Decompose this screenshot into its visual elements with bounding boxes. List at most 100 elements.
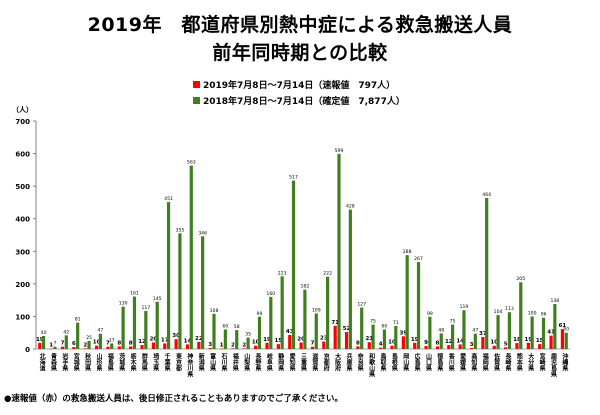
bar-2019 [310,346,315,349]
data-label-2019: 7 [61,341,65,347]
bar-2019 [38,342,42,349]
data-label-2018: 267 [414,256,423,262]
data-label-2018: 451 [164,196,173,202]
bar-2019 [49,348,53,350]
data-label-2019: 10 [252,340,260,346]
category-label: 富山県 [209,352,216,372]
data-label-2018: 60 [382,323,388,329]
category-label: 長野県 [254,352,261,372]
y-tick-label: 600 [15,151,30,159]
bar-2018 [451,324,455,349]
data-label-2019: 4 [379,342,383,348]
y-axis-unit-label: （人） [12,105,33,114]
bar-2019 [163,343,167,349]
category-label: 千葉県 [163,352,171,372]
bar-2018 [473,333,477,349]
category-label: 大分県 [527,352,534,372]
data-label-2018: 48 [438,327,444,333]
category-label: 愛知県 [288,352,295,372]
data-label-2019: 15 [536,338,544,344]
category-label: 茨城県 [118,352,125,372]
bar-2019 [538,344,542,349]
bar-2018 [519,282,523,349]
data-label-2018: 563 [187,160,196,166]
bar-2018 [235,330,239,349]
bar-2019 [481,336,485,349]
data-label-2019: 39 [400,330,408,336]
bar-2018 [462,310,466,349]
data-label-2019: 52 [343,326,351,332]
data-label-2019: 8 [436,340,440,346]
data-label-2018: 47 [472,328,478,334]
bar-2018 [291,180,296,349]
bar-2019 [379,347,383,349]
y-tick-label: 100 [15,313,30,321]
category-label: 和歌山県 [368,352,376,378]
data-label-2019: 23 [320,336,328,342]
category-label: 高知県 [470,352,477,372]
bar-2019 [504,347,508,349]
bar-2018 [394,325,398,349]
data-label-2019: 19 [411,337,419,343]
bar-2019 [424,346,428,349]
bar-2018 [178,233,182,349]
data-label-2019: 8 [117,340,121,346]
data-label-2019: 7 [106,341,110,347]
data-label-2018: 346 [198,230,207,236]
category-label: 熊本県 [515,352,522,372]
category-label: 北海道 [38,352,45,372]
bar-2018 [257,316,262,349]
data-label-2018: 160 [266,291,275,297]
legend-swatch-2018 [193,97,200,104]
bar-2018 [348,209,352,349]
data-label-2019: 1 [49,343,53,349]
bar-2018 [76,322,80,349]
data-label-2019: 2 [231,342,235,348]
category-label: 岐阜県 [265,352,272,372]
data-label-2019: 37 [479,331,487,337]
legend-swatch-2019 [193,81,200,88]
category-label: 徳島県 [436,352,444,372]
data-label-2018: 104 [494,309,503,315]
category-label: 静岡県 [277,352,284,372]
bar-2019 [72,347,76,349]
data-label-2019: 8 [129,340,133,346]
category-label: 愛媛県 [459,352,467,372]
bar-2019 [254,345,258,349]
data-label-2018: 119 [460,304,469,310]
data-label-2018: 145 [153,296,162,302]
category-label: 山梨県 [243,352,251,372]
bar-2018 [360,307,364,349]
bar-2018 [496,315,500,349]
bar-2018 [530,316,534,349]
data-label-2018: 42 [63,329,69,335]
bar-2019 [197,341,201,349]
data-label-2018: 75 [450,319,456,325]
data-label-2018: 99 [427,311,433,317]
data-label-2018: 428 [346,204,355,210]
bar-2019 [265,342,269,349]
data-label-2019: 5 [504,341,508,347]
bar-2019 [94,345,99,349]
data-label-2018: 127 [357,302,366,308]
data-label-2018: 7 [53,341,56,347]
data-label-2019: 10 [93,340,101,346]
data-label-2019: 20 [297,336,305,342]
bar-2018 [485,197,489,349]
category-label: 鳥取県 [379,352,386,372]
data-label-2019: 1 [220,343,224,349]
data-label-2018: 96 [541,312,547,318]
data-label-2019: 19 [36,337,44,343]
bar-2019 [435,346,440,349]
bar-2018 [314,313,318,349]
bar-2019 [413,342,417,349]
y-tick-label: 300 [15,248,30,256]
data-label-2019: 15 [275,338,283,344]
data-label-2018: 25 [86,335,92,341]
bar-2019 [367,342,371,349]
category-label: 鹿児島県 [549,352,557,378]
legend-item-2018: 2018年7月8日～7月14日（確定値 7,877人） [193,94,405,107]
data-label-2018: 81 [75,317,81,323]
category-label: 山口県 [424,352,431,372]
bar-2018 [41,335,46,349]
